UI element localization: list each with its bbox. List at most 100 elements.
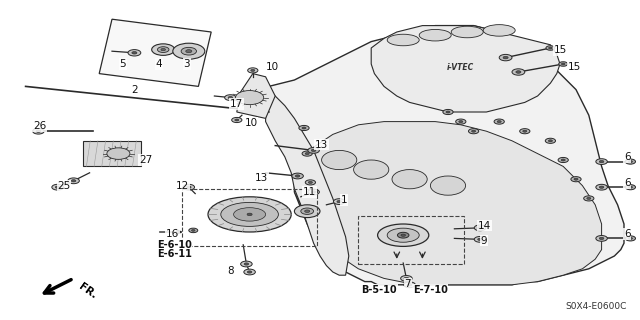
Circle shape	[305, 180, 316, 185]
Circle shape	[477, 227, 483, 229]
Circle shape	[191, 229, 195, 231]
Text: 25: 25	[58, 180, 70, 191]
Circle shape	[294, 205, 320, 218]
Text: i-VTEC: i-VTEC	[447, 63, 474, 72]
Ellipse shape	[353, 160, 389, 179]
Circle shape	[299, 125, 309, 131]
Text: 16: 16	[166, 228, 179, 239]
Text: E-6-10: E-6-10	[157, 240, 191, 250]
Circle shape	[292, 173, 303, 179]
Circle shape	[244, 263, 249, 265]
Ellipse shape	[378, 224, 429, 246]
Circle shape	[128, 50, 141, 56]
Text: 7: 7	[404, 279, 411, 289]
Polygon shape	[371, 26, 560, 112]
Circle shape	[311, 149, 316, 152]
Text: 11: 11	[303, 187, 316, 197]
Circle shape	[152, 44, 175, 55]
Circle shape	[574, 178, 578, 180]
Circle shape	[474, 236, 486, 242]
Circle shape	[468, 129, 479, 134]
Circle shape	[228, 96, 233, 99]
Text: 6: 6	[624, 229, 630, 239]
Polygon shape	[266, 90, 349, 275]
Polygon shape	[237, 74, 275, 118]
Text: E-6-11: E-6-11	[157, 249, 191, 260]
Bar	[83, 141, 141, 166]
Ellipse shape	[221, 202, 278, 227]
Circle shape	[561, 63, 565, 65]
Circle shape	[546, 46, 555, 50]
Circle shape	[55, 186, 60, 188]
Circle shape	[548, 140, 552, 142]
Text: 5: 5	[120, 59, 126, 69]
Circle shape	[516, 71, 521, 73]
Circle shape	[181, 47, 196, 55]
Circle shape	[459, 121, 463, 123]
Circle shape	[523, 130, 527, 132]
Circle shape	[625, 185, 636, 190]
Circle shape	[52, 184, 63, 190]
Circle shape	[472, 130, 476, 132]
Circle shape	[311, 191, 316, 193]
Ellipse shape	[419, 29, 451, 41]
Circle shape	[247, 271, 252, 273]
Circle shape	[305, 153, 309, 155]
Circle shape	[251, 69, 255, 71]
Circle shape	[308, 148, 319, 153]
Ellipse shape	[387, 228, 419, 242]
Text: 2: 2	[131, 84, 138, 95]
Text: 26: 26	[33, 121, 46, 131]
Text: FR.: FR.	[77, 281, 99, 300]
Circle shape	[132, 52, 137, 54]
Circle shape	[333, 199, 345, 204]
Circle shape	[33, 128, 44, 134]
Text: 13: 13	[255, 172, 268, 183]
Circle shape	[474, 225, 486, 231]
Circle shape	[456, 119, 466, 124]
Circle shape	[401, 234, 406, 236]
Text: 15: 15	[554, 45, 566, 55]
Polygon shape	[294, 122, 602, 285]
Circle shape	[236, 91, 264, 105]
Circle shape	[512, 69, 525, 75]
Circle shape	[337, 200, 342, 203]
Circle shape	[443, 109, 453, 115]
Ellipse shape	[322, 150, 357, 170]
Circle shape	[497, 121, 501, 123]
Circle shape	[71, 180, 76, 182]
Circle shape	[628, 237, 632, 239]
Text: 6: 6	[624, 152, 630, 162]
Circle shape	[401, 276, 412, 281]
Circle shape	[161, 48, 166, 51]
Text: 1: 1	[341, 195, 348, 205]
Circle shape	[244, 269, 255, 275]
Text: 13: 13	[315, 140, 328, 150]
Text: 14: 14	[478, 220, 491, 231]
Circle shape	[243, 211, 256, 218]
Circle shape	[587, 197, 591, 199]
Circle shape	[558, 157, 568, 163]
Text: 10: 10	[244, 118, 257, 128]
Circle shape	[494, 119, 504, 124]
Polygon shape	[266, 26, 624, 285]
Circle shape	[548, 47, 552, 49]
Circle shape	[302, 127, 306, 129]
Circle shape	[157, 47, 169, 52]
Text: 15: 15	[568, 62, 580, 72]
Circle shape	[499, 54, 512, 61]
Circle shape	[305, 210, 310, 212]
Circle shape	[559, 62, 568, 66]
Circle shape	[173, 43, 205, 59]
Circle shape	[407, 284, 412, 286]
Circle shape	[599, 237, 604, 240]
Ellipse shape	[208, 197, 291, 232]
Ellipse shape	[451, 26, 483, 38]
Text: S0X4-E0600C: S0X4-E0600C	[566, 302, 627, 311]
Circle shape	[596, 159, 607, 164]
Circle shape	[628, 186, 632, 188]
Text: 4: 4	[156, 59, 162, 69]
Circle shape	[625, 159, 636, 164]
Text: 27: 27	[140, 155, 152, 165]
Circle shape	[596, 184, 607, 190]
